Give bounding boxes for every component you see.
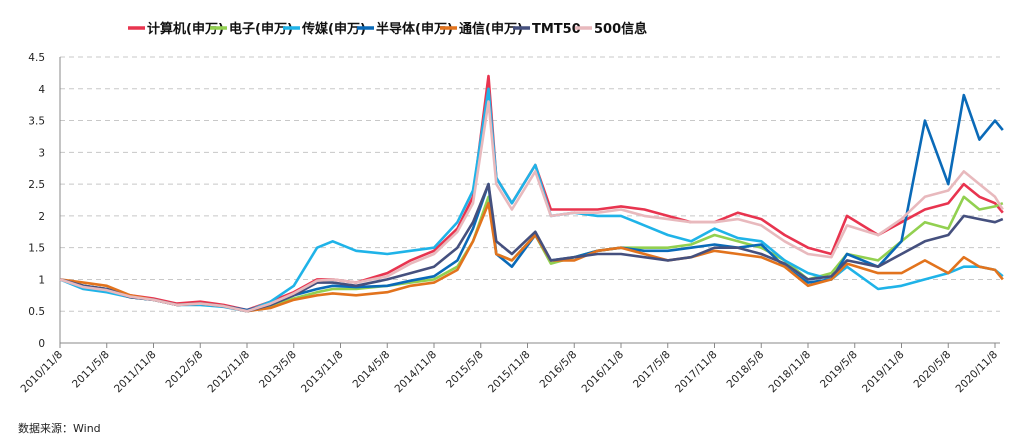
series-line-2 <box>59 87 1004 313</box>
x-tick-label: 2016/5/8 <box>538 349 580 391</box>
x-tick-label: 2018/11/8 <box>767 349 814 396</box>
x-tick-label: 2013/5/8 <box>257 349 299 391</box>
legend-label: 计算机(申万) <box>147 21 224 37</box>
x-tick-label: 2019/5/8 <box>818 349 860 391</box>
x-tick-label: 2017/11/8 <box>673 349 720 396</box>
x-tick-label: 2010/11/8 <box>19 349 66 396</box>
x-tick-label: 2011/5/8 <box>70 349 112 391</box>
y-tick-label: 2.5 <box>28 179 45 191</box>
y-tick-label: 2 <box>38 211 45 223</box>
legend-item: 电子(申万) <box>210 21 293 37</box>
legend-label: 传媒(申万) <box>301 21 366 37</box>
legend-label: 电子(申万) <box>229 21 293 37</box>
y-tick-label: 3.5 <box>28 116 45 128</box>
series-lines <box>59 74 1004 313</box>
y-tick-label: 1 <box>38 274 45 286</box>
x-tick-label: 2020/5/8 <box>912 349 954 391</box>
y-tick-label: 3 <box>38 147 45 159</box>
y-tick-label: 0.5 <box>28 306 45 318</box>
legend-label: 500信息 <box>594 21 647 37</box>
x-tick-label: 2012/5/8 <box>164 349 206 391</box>
legend-label: 半导体(申万) <box>376 21 453 37</box>
x-tick-label: 2019/11/8 <box>860 349 907 396</box>
x-tick-label: 2013/11/8 <box>299 349 346 396</box>
legend-item: 传媒(申万) <box>283 21 366 37</box>
y-tick-label: 4 <box>38 84 45 96</box>
x-axis: 2010/11/8 2011/5/8 2011/11/8 2012/5/8 2012/1… <box>19 342 1001 396</box>
x-tick-label: 2020/11/8 <box>954 349 1001 396</box>
x-tick-label: 2014/11/8 <box>393 349 440 396</box>
gridlines <box>60 56 1000 312</box>
legend-label: TMT50 <box>532 22 581 37</box>
x-tick-label: 2011/11/8 <box>112 349 159 396</box>
series-line-1 <box>59 195 1004 313</box>
x-tick-label: 2017/5/8 <box>631 349 673 391</box>
legend-item: 通信(申万) <box>440 21 523 37</box>
series-line-0 <box>59 74 1004 312</box>
y-tick-label: 4.5 <box>28 52 45 64</box>
legend-item: TMT50 <box>513 22 581 37</box>
x-tick-label: 2015/11/8 <box>486 349 533 396</box>
y-axis: 0 0.5 1 1.5 2 2.5 3 3.5 4 4.5 <box>28 52 61 350</box>
x-tick-label: 2016/11/8 <box>580 349 627 396</box>
legend-item: 计算机(申万) <box>128 21 224 37</box>
y-tick-label: 0 <box>38 338 45 350</box>
x-tick-label: 2018/5/8 <box>725 349 767 391</box>
legend-item: 半导体(申万) <box>357 21 453 37</box>
legend-item: 500信息 <box>575 21 647 37</box>
series-line-6 <box>59 100 1004 313</box>
legend-label: 通信(申万) <box>459 21 523 37</box>
x-tick-label: 2015/5/8 <box>444 349 486 391</box>
y-tick-label: 1.5 <box>28 243 45 255</box>
source-note: 数据来源：Wind <box>18 421 101 435</box>
legend: 计算机(申万) 电子(申万) 传媒(申万) 半导体(申万) 通信(申万) TMT50 500… <box>128 21 647 37</box>
x-tick-label: 2014/5/8 <box>351 349 393 391</box>
x-tick-label: 2012/11/8 <box>206 349 253 396</box>
